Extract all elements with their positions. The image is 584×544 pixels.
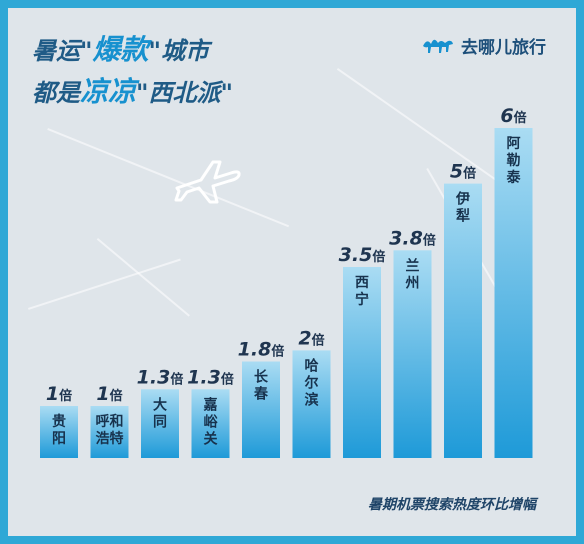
bar [141, 389, 179, 458]
category-label: 哈 [305, 357, 319, 374]
category-label: 州 [405, 275, 420, 291]
category-label: 贵 [52, 413, 66, 430]
category-label: 阿 [507, 136, 521, 152]
airplane-icon [174, 160, 241, 204]
category-label: 呼和 [96, 413, 124, 430]
data-label: 1.3倍 [137, 366, 184, 388]
camel-icon [423, 39, 453, 53]
category-label: 宁 [355, 291, 369, 308]
bar [343, 267, 381, 458]
category-label: 春 [253, 386, 269, 403]
headline-text: 西北派 [148, 79, 221, 107]
category-label: 犁 [456, 208, 470, 225]
headline-line-2: 都是凉凉"西北派" [32, 70, 233, 110]
chart-panel: 暑运"爆款"城市 都是凉凉"西北派" 去哪儿旅行 1倍贵阳 1倍 呼和 浩特 1.3倍大… [8, 8, 576, 536]
category-label: 西 [355, 275, 369, 291]
data-label: 1.3倍 [187, 366, 234, 388]
category-label: 勒 [507, 152, 521, 169]
data-label: 3.8倍 [389, 227, 436, 249]
data-label: 1倍 [96, 383, 122, 405]
category-label: 嘉 [203, 396, 218, 413]
bar [90, 406, 129, 458]
category-label: 浩特 [96, 430, 124, 447]
headline-quote: " [220, 79, 234, 107]
bar [444, 183, 482, 458]
bar [494, 128, 533, 458]
brand-name: 去哪儿旅行 [461, 37, 546, 58]
category-label: 长 [254, 369, 269, 386]
bar [191, 389, 230, 458]
category-label: 尔 [305, 374, 319, 391]
headline-quote: " [136, 79, 149, 107]
headline-text: 城市 [161, 37, 210, 65]
headline-line-1: 暑运"爆款"城市 [32, 28, 209, 68]
category-label: 峪 [204, 413, 219, 430]
bar [393, 250, 432, 458]
category-label: 同 [153, 414, 167, 430]
headline-text: 都是 [32, 79, 80, 107]
category-label: 伊 [455, 191, 470, 208]
category-label: 滨 [305, 391, 319, 408]
category-label: 关 [204, 430, 218, 447]
headline-quote: " [80, 37, 93, 65]
category-label: 兰 [406, 257, 420, 274]
category-label: 大 [153, 396, 167, 413]
data-label: 5倍 [450, 161, 476, 183]
brand-logo: 去哪儿旅行 [421, 32, 546, 58]
chart-caption: 暑期机票搜索热度环比增幅 [368, 497, 536, 513]
data-label: 3.5倍 [339, 244, 386, 266]
category-label: 泰 [506, 169, 522, 186]
category-label: 阳 [52, 431, 66, 447]
headline-highlight: 爆款 [92, 33, 149, 66]
data-label: 2倍 [298, 327, 324, 349]
bar [292, 350, 331, 458]
data-label: 1倍 [46, 383, 72, 405]
bar [40, 406, 78, 458]
headline-quote: " [148, 37, 162, 65]
bar [242, 361, 280, 458]
headline-text: 暑运 [32, 37, 80, 65]
data-label: 1.8倍 [238, 339, 285, 361]
headline-highlight: 凉凉 [80, 75, 137, 108]
data-label: 6倍 [500, 105, 526, 127]
